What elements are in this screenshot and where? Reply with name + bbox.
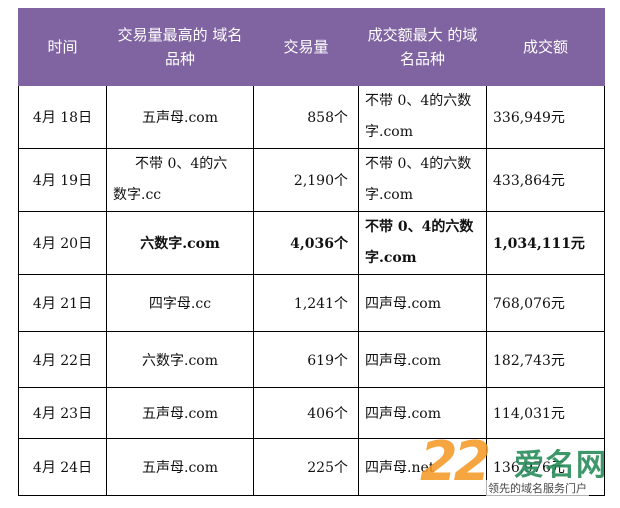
header-value: 成交额	[486, 8, 605, 86]
table-row: 4月 18日 五声母.com 858个 不带 0、4的六数 字.com 336,…	[18, 85, 605, 149]
cell-date: 4月 24日	[18, 438, 107, 496]
table-row: 4月 20日 六数字.com 4,036个 不带 0、4的六数 字.com 1,…	[18, 211, 605, 275]
cell-top-volume-type: 六数字.com	[106, 331, 254, 388]
cell-top-value-type: 不带 0、4的六数 字.com	[358, 211, 487, 275]
header-top-volume-type: 交易量最高的 域名品种	[106, 8, 254, 86]
cell-value: 182,743元	[486, 331, 605, 388]
cell-value: 433,864元	[486, 148, 605, 212]
site-watermark-logo: 22 爱名网 领先的域名服务门户	[418, 430, 618, 502]
cell-top-volume-type: 五声母.com	[106, 438, 254, 496]
cell-value: 768,076元	[486, 274, 605, 332]
cell-date: 4月 18日	[18, 85, 107, 149]
cell-top-volume-type: 五声母.com	[106, 387, 254, 439]
watermark-number: 22	[420, 430, 491, 493]
cell-top-volume-type: 六数字.com	[106, 211, 254, 275]
header-row: 时间 交易量最高的 域名品种 交易量 成交额最大 的域名品种 成交额	[18, 8, 605, 86]
cell-top-volume-type: 不带 0、4的六 数字.cc	[106, 148, 254, 212]
watermark-name: 爱名网	[514, 448, 607, 483]
cell-volume: 2,190个	[253, 148, 359, 212]
cell-top-value-type: 不带 0、4的六数 字.com	[358, 148, 487, 212]
cell-volume: 619个	[253, 331, 359, 388]
table-row: 4月 21日 四字母.cc 1,241个 四声母.com 768,076元	[18, 274, 605, 332]
cell-volume: 4,036个	[253, 211, 359, 275]
header-date: 时间	[18, 8, 107, 86]
cell-volume: 858个	[253, 85, 359, 149]
cell-top-value-type: 不带 0、4的六数 字.com	[358, 85, 487, 149]
header-volume: 交易量	[253, 8, 359, 86]
cell-date: 4月 20日	[18, 211, 107, 275]
cell-volume: 1,241个	[253, 274, 359, 332]
table-row: 4月 19日 不带 0、4的六 数字.cc 2,190个 不带 0、4的六数 字…	[18, 148, 605, 212]
watermark-tagline: 领先的域名服务门户	[486, 480, 589, 496]
table-row: 4月 23日 五声母.com 406个 四声母.com 114,031元	[18, 387, 605, 439]
cell-volume: 406个	[253, 387, 359, 439]
cell-volume: 225个	[253, 438, 359, 496]
cell-date: 4月 23日	[18, 387, 107, 439]
header-top-value-type: 成交额最大 的域名品种	[358, 8, 487, 86]
cell-date: 4月 22日	[18, 331, 107, 388]
cell-date: 4月 19日	[18, 148, 107, 212]
cell-top-value-type: 四声母.com	[358, 331, 487, 388]
cell-top-volume-type: 四字母.cc	[106, 274, 254, 332]
cell-top-value-type: 四声母.com	[358, 274, 487, 332]
cell-date: 4月 21日	[18, 274, 107, 332]
cell-value: 114,031元	[486, 387, 605, 439]
domain-trading-table: 时间 交易量最高的 域名品种 交易量 成交额最大 的域名品种 成交额 4月 18…	[18, 8, 605, 496]
cell-top-value-type: 四声母.com	[358, 387, 487, 439]
cell-top-volume-type: 五声母.com	[106, 85, 254, 149]
cell-value: 336,949元	[486, 85, 605, 149]
cell-value: 1,034,111元	[486, 211, 605, 275]
table-row: 4月 24日 五声母.com 225个 四声母.net 136,976元	[18, 438, 605, 496]
table-row: 4月 22日 六数字.com 619个 四声母.com 182,743元	[18, 331, 605, 388]
